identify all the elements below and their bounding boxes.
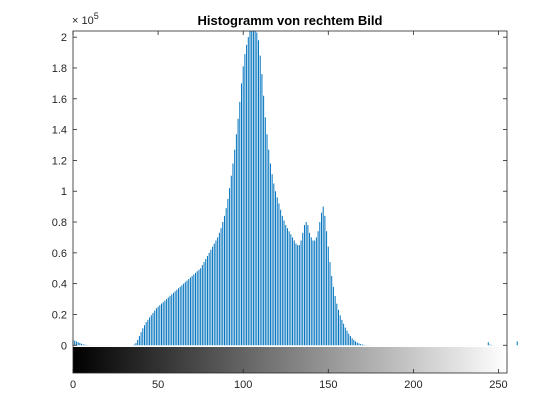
x-tick-label: 0	[70, 379, 76, 391]
y-tick-label: 0.8	[52, 217, 67, 229]
y-tick-label: 0.2	[52, 309, 67, 321]
y-tick-label: 0	[61, 340, 67, 352]
plot-area	[73, 31, 507, 373]
y-tick-label: 0.4	[52, 279, 67, 291]
y-tick-label: 1.8	[52, 63, 67, 75]
y-exponent-label: × 105	[72, 11, 99, 27]
axis-ticks: 0 0.2 0.4 0.6 0.8 1 1.2 1.4 1.6 1.8 2 0 50 100 150 200 2…	[52, 31, 508, 391]
grayscale-colorbar	[73, 347, 507, 373]
x-tick-label: 100	[234, 379, 252, 391]
y-tick-label: 1.2	[52, 155, 67, 167]
x-tick-label: 50	[152, 379, 164, 391]
y-exponent-base: × 10	[72, 15, 94, 27]
x-tick-label: 250	[489, 379, 507, 391]
x-tick-label: 200	[404, 379, 422, 391]
x-tick-label: 150	[319, 379, 337, 391]
y-tick-label: 1.4	[52, 125, 67, 137]
histogram-bars	[72, 31, 518, 346]
chart-title: Histogramm von rechtem Bild	[198, 13, 383, 28]
y-tick-label: 1.6	[52, 94, 67, 106]
y-tick-label: 1	[61, 186, 67, 198]
y-tick-label: 0.6	[52, 248, 67, 260]
y-exponent-power: 5	[94, 11, 99, 21]
y-tick-label: 2	[61, 32, 67, 44]
axes-box	[72, 30, 508, 374]
